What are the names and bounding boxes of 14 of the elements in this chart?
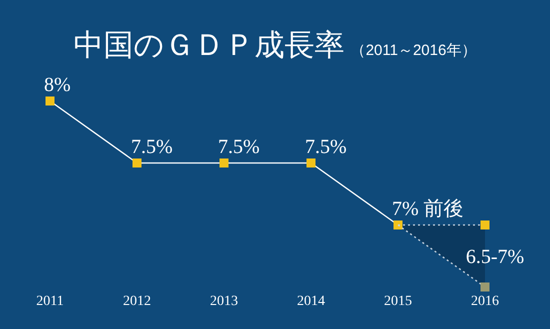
x-tick-label: 2016 (471, 294, 499, 309)
chart-subtitle: （2011～2016年） (350, 42, 476, 59)
chart-title: 中国のＧＤＰ成長率 (74, 29, 345, 62)
data-label: 8% (44, 74, 71, 96)
data-label: 7.5% (218, 136, 260, 158)
x-tick-label: 2014 (297, 294, 325, 309)
data-label: 7.5% (131, 136, 173, 158)
x-tick-label: 2011 (36, 294, 64, 309)
data-label: 7% 前後 (392, 198, 464, 220)
annotation: 6.5-7% (466, 246, 524, 268)
x-tick-label: 2012 (123, 294, 151, 309)
data-label: 7.5% (305, 136, 347, 158)
x-tick-label: 2013 (210, 294, 238, 309)
x-tick-label: 2015 (384, 294, 412, 309)
